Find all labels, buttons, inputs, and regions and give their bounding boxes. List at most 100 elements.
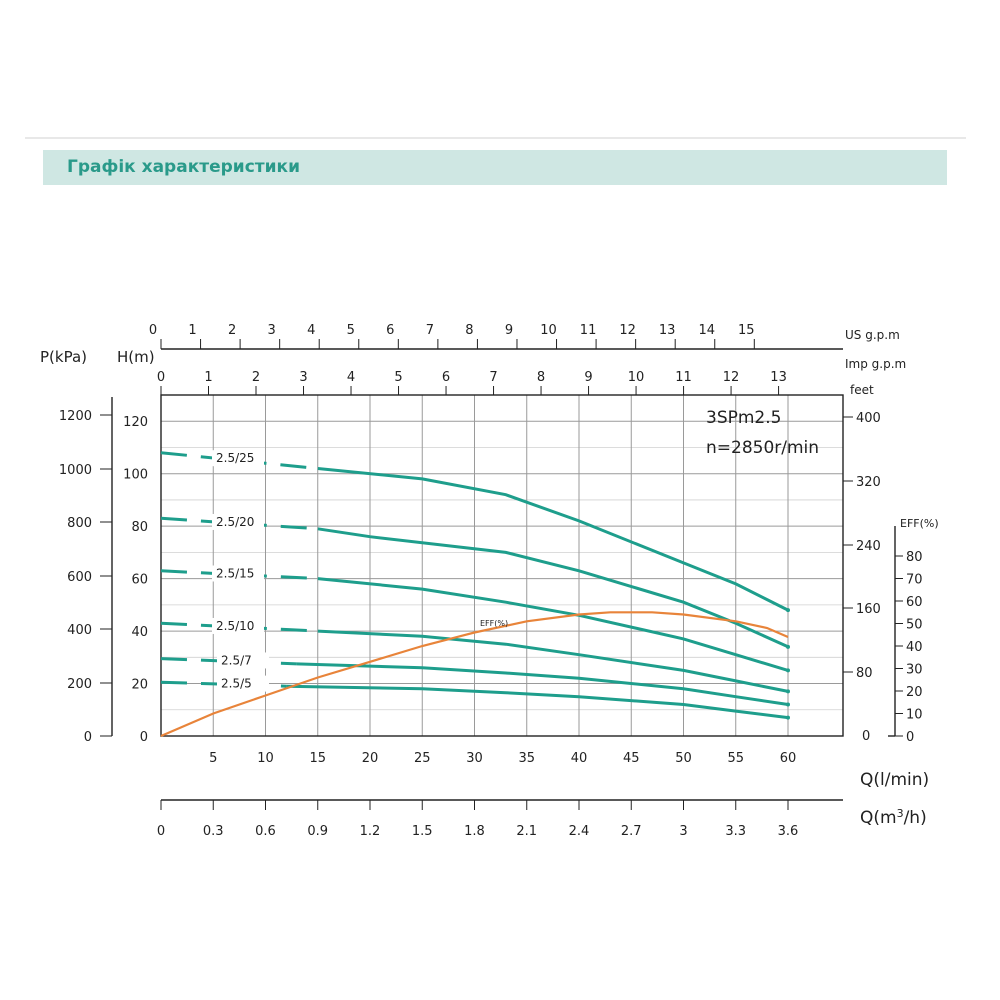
model-label: 3SPm2.5 <box>706 408 781 428</box>
x-tick-label-m3h: 1.5 <box>412 824 433 839</box>
y-tick-label-head: 60 <box>131 573 148 588</box>
m3h-label-sup: 3 <box>897 807 904 820</box>
section-title: Графік характеристики <box>67 157 300 177</box>
y-tick-label-pressure: 400 <box>67 623 92 638</box>
y-tick-label-eff: 40 <box>906 640 923 655</box>
series-end-point <box>786 715 790 720</box>
section-header: Графік характеристики <box>43 150 947 185</box>
y-tick-label-head: 100 <box>123 468 148 483</box>
x-tick-label-usgpm: 5 <box>347 323 355 338</box>
x-tick-label-usgpm: 12 <box>619 323 636 338</box>
x-tick-label-m3h: 0.6 <box>255 824 276 839</box>
x-tick-label-m3h: 2.7 <box>621 824 642 839</box>
y-tick-label-head: 20 <box>131 678 148 693</box>
series-dashed-line <box>160 569 318 581</box>
x-tick-label-impgpm: 5 <box>394 370 402 385</box>
x-tick-label-lmin: 45 <box>623 751 640 766</box>
y-tick-label-pressure: 1000 <box>59 463 92 478</box>
series-end-point <box>786 689 790 694</box>
y-tick-label-pressure: 800 <box>67 516 92 531</box>
y-tick-label-head: 80 <box>131 520 148 535</box>
series-label-bg <box>212 617 264 634</box>
y-tick-label-feet: 240 <box>856 539 881 554</box>
plot-frame <box>160 394 844 737</box>
x-tick-label-lmin: 50 <box>675 751 692 766</box>
series-label-bg <box>212 565 264 582</box>
series-line <box>317 527 789 649</box>
y-axis-label-eff: EFF(%) <box>900 517 939 530</box>
y-tick-label-eff: 0 <box>906 730 914 745</box>
speed-label: n=2850r/min <box>706 438 819 458</box>
x-tick-label-usgpm: 2 <box>228 323 236 338</box>
x-tick-label-lmin: 10 <box>257 751 274 766</box>
y-tick-label-eff: 80 <box>906 550 923 565</box>
x-tick-label-lmin: 5 <box>209 751 217 766</box>
x-tick-label-lmin: 60 <box>780 751 797 766</box>
x-tick-label-impgpm: 7 <box>489 370 497 385</box>
y-tick-label-feet: 160 <box>856 602 881 617</box>
y-tick-label-eff: 70 <box>906 573 923 588</box>
series-label: 2.5/7 <box>221 653 252 667</box>
x-tick-label-lmin: 55 <box>727 751 744 766</box>
y-tick-label-eff: 30 <box>906 663 923 678</box>
y-tick-label-feet: 400 <box>856 411 881 426</box>
x-tick-label-usgpm: 3 <box>268 323 276 338</box>
x-axis-label-m3h: Q(m3/h) <box>860 807 927 828</box>
m3h-label-suffix: /h) <box>904 808 927 828</box>
x-tick-label-usgpm: 6 <box>386 323 394 338</box>
y-axis-label-pressure: P(kPa) <box>40 348 87 366</box>
efficiency-curve-label: EFF(%) <box>480 619 508 628</box>
x-tick-label-impgpm: 3 <box>299 370 307 385</box>
y-tick-label-head: 40 <box>131 625 148 640</box>
y-tick-label-eff: 20 <box>906 685 923 700</box>
series-label-bg <box>217 675 269 692</box>
series-dashed-line <box>160 451 318 470</box>
series-line <box>286 684 789 720</box>
x-tick-label-usgpm: 1 <box>188 323 196 338</box>
efficiency-line <box>160 611 789 738</box>
x-tick-label-lmin: 30 <box>466 751 483 766</box>
series-label: 2.5/10 <box>216 619 254 633</box>
y-axis-label-head: H(m) <box>117 348 155 366</box>
series-end-point <box>786 644 790 649</box>
y-tick-label-feet: 80 <box>856 666 873 681</box>
y-tick-label-eff: 10 <box>906 708 923 723</box>
y-tick-label-head: 0 <box>140 730 148 745</box>
y-axis-label-feet: feet <box>850 383 874 397</box>
x-tick-label-lmin: 20 <box>362 751 379 766</box>
x-tick-label-impgpm: 11 <box>675 370 692 385</box>
y-tick-label-eff: 60 <box>906 595 923 610</box>
y-tick-label-pressure: 200 <box>67 677 92 692</box>
y-tick-label-pressure: 0 <box>84 730 92 745</box>
series-label: 2.5/20 <box>216 515 254 529</box>
x-tick-label-impgpm: 8 <box>537 370 545 385</box>
x-tick-label-lmin: 35 <box>518 751 535 766</box>
x-tick-label-m3h: 3.6 <box>778 824 799 839</box>
x-tick-label-lmin: 25 <box>414 751 431 766</box>
top-divider <box>25 137 966 139</box>
x-tick-label-usgpm: 15 <box>738 323 755 338</box>
x-axis-label-usgpm: US g.p.m <box>845 328 900 342</box>
x-tick-label-m3h: 2.4 <box>569 824 590 839</box>
series-line <box>317 629 789 693</box>
series-dashed-line <box>160 657 297 666</box>
x-tick-label-impgpm: 9 <box>584 370 592 385</box>
x-tick-label-m3h: 0 <box>157 824 165 839</box>
x-tick-label-impgpm: 13 <box>770 370 787 385</box>
y-tick-label-pressure: 1200 <box>59 409 92 424</box>
x-tick-label-m3h: 3 <box>679 824 687 839</box>
x-tick-label-impgpm: 12 <box>723 370 740 385</box>
x-tick-label-usgpm: 9 <box>505 323 513 338</box>
y-tick-label-eff: 50 <box>906 618 923 633</box>
x-axis-label-impgpm: Imp g.p.m <box>845 357 906 371</box>
series-line <box>296 662 789 706</box>
series-label-bg <box>212 513 264 530</box>
series-label: 2.5/5 <box>221 677 252 691</box>
x-tick-label-m3h: 0.3 <box>203 824 224 839</box>
x-tick-label-usgpm: 0 <box>149 323 157 338</box>
x-tick-label-impgpm: 10 <box>628 370 645 385</box>
x-tick-label-usgpm: 11 <box>580 323 597 338</box>
x-tick-label-lmin: 15 <box>309 751 326 766</box>
y-tick-label-head: 120 <box>123 415 148 430</box>
